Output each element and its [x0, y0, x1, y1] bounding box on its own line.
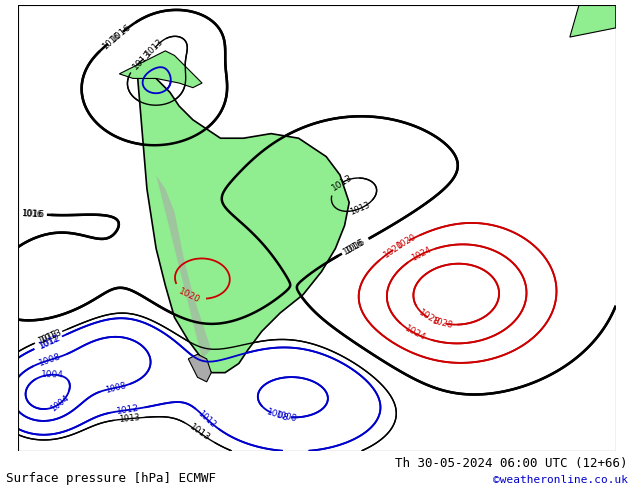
Polygon shape [147, 166, 211, 359]
Text: 1013: 1013 [119, 413, 140, 424]
Polygon shape [570, 5, 616, 37]
Text: 1012: 1012 [196, 409, 217, 430]
Text: ©weatheronline.co.uk: ©weatheronline.co.uk [493, 475, 628, 485]
Text: 1016: 1016 [21, 209, 42, 219]
Text: 1016: 1016 [342, 238, 366, 257]
Text: 1012: 1012 [115, 404, 139, 416]
Text: 1013: 1013 [37, 329, 60, 346]
Text: 1008: 1008 [265, 407, 290, 423]
Text: 1008: 1008 [104, 381, 127, 395]
Text: 1028: 1028 [417, 308, 441, 328]
Text: 1013: 1013 [348, 200, 371, 217]
Text: 1016: 1016 [100, 31, 122, 51]
Text: 1020: 1020 [209, 254, 231, 273]
Text: 1020: 1020 [395, 233, 417, 251]
Text: 1020: 1020 [382, 239, 406, 260]
Text: 1013: 1013 [131, 49, 154, 71]
Text: 1004: 1004 [49, 393, 71, 414]
Text: 1013: 1013 [39, 327, 63, 345]
Text: 1013: 1013 [330, 172, 354, 193]
Text: 1024: 1024 [403, 324, 427, 343]
Text: 1012: 1012 [38, 333, 63, 351]
Polygon shape [138, 69, 349, 373]
Text: 1016: 1016 [110, 22, 133, 44]
Text: 1024: 1024 [410, 245, 432, 263]
Text: 1020: 1020 [177, 286, 201, 304]
Text: 1016: 1016 [22, 209, 45, 219]
Text: 1016: 1016 [344, 237, 366, 255]
Text: 1012: 1012 [37, 334, 60, 351]
Text: 1013: 1013 [144, 38, 165, 59]
Text: 1004: 1004 [41, 370, 64, 380]
Text: Th 30-05-2024 06:00 UTC (12+66): Th 30-05-2024 06:00 UTC (12+66) [395, 457, 628, 470]
Text: 1028: 1028 [430, 316, 453, 330]
Polygon shape [119, 51, 202, 88]
Polygon shape [188, 354, 211, 382]
Text: 1013: 1013 [188, 422, 212, 443]
Text: Surface pressure [hPa] ECMWF: Surface pressure [hPa] ECMWF [6, 472, 216, 485]
Text: 1008: 1008 [37, 352, 62, 368]
Text: 1008: 1008 [275, 410, 297, 423]
